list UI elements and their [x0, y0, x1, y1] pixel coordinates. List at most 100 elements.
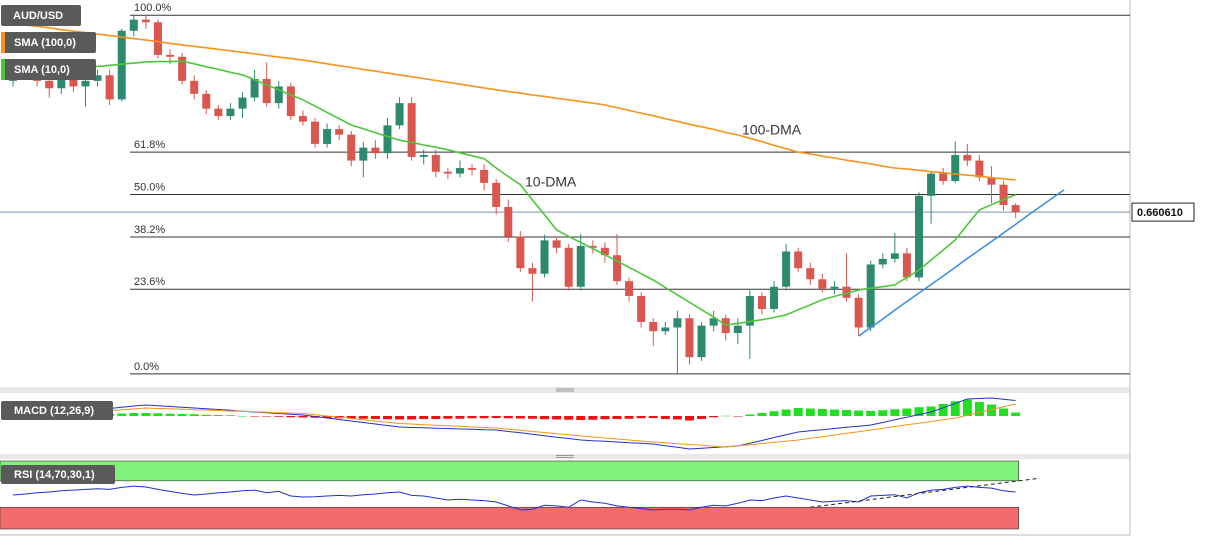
candle-body: [637, 295, 646, 322]
pane-title: MACD (12,26,9): [14, 405, 94, 417]
indicator-line: [12, 60, 1016, 326]
macd-bar: [117, 413, 127, 416]
legend-swatch: [1, 32, 5, 53]
macd-bar: [177, 414, 187, 416]
candle-body: [57, 79, 66, 89]
macd-bar: [805, 408, 815, 416]
macd-bar: [745, 414, 755, 416]
legend-label: SMA (100,0): [14, 37, 76, 49]
candle-body: [250, 79, 259, 98]
candle-body: [854, 297, 863, 328]
legend-box: [1, 59, 96, 80]
candle-body: [999, 184, 1008, 206]
legend-swatch: [1, 59, 5, 80]
candle-body: [141, 19, 150, 23]
legend-label: SMA (10,0): [14, 64, 70, 76]
macd-bar: [842, 410, 852, 416]
indicator-line: [858, 189, 1065, 337]
macd-bar: [576, 416, 586, 420]
indicator-line: [12, 22, 1016, 181]
candle-body: [504, 206, 513, 237]
macd-bar: [153, 413, 163, 416]
pane-title: RSI (14,70,30,1): [14, 469, 95, 481]
candle-body: [178, 56, 187, 81]
macd-bar: [274, 416, 284, 417]
candle-body: [564, 247, 573, 287]
macd-bar: [914, 407, 924, 416]
candle-body: [166, 54, 175, 57]
macd-bar: [986, 404, 996, 416]
macd-bar: [781, 409, 791, 416]
macd-bar: [636, 416, 646, 419]
candle-body: [468, 168, 477, 170]
macd-bar: [612, 416, 622, 419]
candle-body: [105, 75, 114, 100]
candle-body: [238, 97, 247, 109]
title-box: [1, 401, 113, 420]
candle-body: [806, 268, 815, 280]
macd-bar: [962, 399, 972, 416]
macd-bar: [769, 411, 779, 416]
macd-bar: [950, 401, 960, 416]
macd-line: [12, 397, 1016, 450]
candle-body: [371, 147, 380, 154]
oversold-zone: [0, 506, 1019, 530]
candle-body: [890, 253, 899, 259]
macd-bar: [455, 416, 465, 419]
candle-body: [202, 93, 211, 109]
overbought-zone: [0, 460, 1019, 482]
candle-body: [830, 286, 839, 289]
candle-body: [866, 264, 875, 328]
macd-bar: [974, 402, 984, 416]
macd-bar: [588, 416, 598, 420]
candle-body: [226, 108, 235, 117]
macd-bar: [503, 416, 513, 419]
candle-body: [419, 155, 428, 157]
candle-body: [842, 286, 851, 298]
macd-bar: [793, 408, 803, 416]
fib-label: 50.0%: [134, 181, 165, 193]
candle-body: [274, 86, 283, 104]
macd-bar: [721, 415, 731, 417]
macd-bar: [382, 416, 392, 420]
macd-bar: [829, 409, 839, 416]
candle-body: [81, 80, 90, 87]
macd-bar: [648, 416, 658, 418]
macd-bar: [491, 416, 501, 418]
fib-label: 0.0%: [134, 361, 159, 373]
candle-body: [757, 295, 766, 309]
macd-bar: [479, 416, 489, 419]
label-layer: 100.0% 61.8% 50.0% 38.2% 23.6% 0.0% 100-DMA 10-…: [1, 2, 1195, 484]
macd-bar: [370, 416, 380, 419]
candle-body: [939, 173, 948, 182]
macd-bar: [141, 413, 151, 416]
macd-bar: [672, 416, 682, 420]
candle-body: [347, 134, 356, 161]
candle-body: [540, 240, 549, 274]
candle-body: [1011, 205, 1020, 213]
candle-body: [552, 240, 561, 248]
candle-body: [214, 108, 223, 117]
candle-body: [383, 125, 392, 154]
macd-bar: [999, 408, 1009, 416]
macd-bar: [467, 416, 477, 419]
candle-body: [298, 116, 307, 122]
candle-body: [407, 103, 416, 157]
candle-body: [480, 169, 489, 183]
annotation: 10-DMA: [525, 174, 577, 190]
macd-bar: [165, 413, 175, 416]
macd-bar: [624, 416, 634, 419]
macd-bar: [527, 416, 537, 419]
macd-bar: [286, 416, 296, 418]
macd-bar: [866, 411, 876, 416]
macd-bar: [322, 416, 332, 418]
macd-bar: [213, 415, 223, 416]
candle-body: [93, 75, 102, 81]
candle-body: [117, 30, 126, 100]
macd-bar: [600, 416, 610, 420]
candle-body: [975, 160, 984, 178]
macd-bar: [298, 416, 308, 418]
candle-body: [794, 251, 803, 269]
macd-bar: [540, 416, 550, 420]
